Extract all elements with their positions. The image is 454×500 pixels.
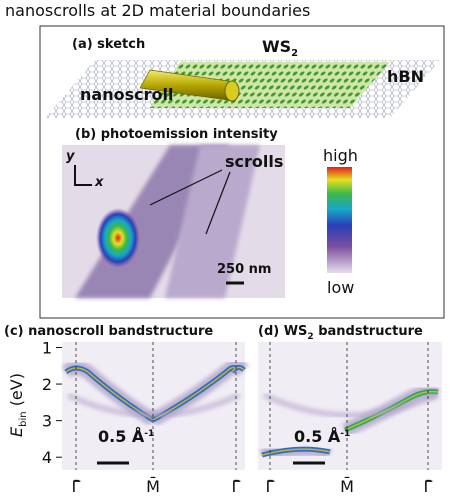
x-tick-label: M̄ <box>340 477 354 496</box>
scroll-band <box>165 145 260 298</box>
hbn-label: hBN <box>387 67 424 86</box>
x-tick-label: Γ̄ <box>266 477 275 496</box>
x-tick-label: Γ̄ <box>424 477 433 496</box>
colorbar <box>327 167 352 273</box>
scrolls-label: scrolls <box>225 152 283 171</box>
scale-bar-sup: -1 <box>340 429 350 439</box>
x-tick-label: Γ̄ <box>232 477 241 496</box>
band-core <box>261 448 331 456</box>
scale-bar-text: 0.5 Å <box>294 427 341 446</box>
scroll-end <box>224 80 240 102</box>
scale-bar-label: 0.5 Å-1 <box>294 427 350 446</box>
arrow <box>149 169 231 235</box>
axis-y: y <box>66 149 75 164</box>
band-core <box>152 366 245 421</box>
y-tick-label: 2 <box>42 375 52 394</box>
band-secondary <box>262 392 438 419</box>
scale-bar-text: 0.5 Å <box>98 427 145 446</box>
band-core <box>65 367 154 421</box>
y-axis-label: Ebin (eV) <box>7 373 29 437</box>
colorbar-high: high <box>323 146 358 165</box>
panel-label: (d) WS2 bandstructure <box>258 324 423 342</box>
scale-bar-sup: -1 <box>144 429 154 439</box>
axis-x: x <box>94 175 104 190</box>
frame <box>39 25 445 319</box>
y-tick-label: 4 <box>42 448 52 467</box>
x-tick-label: Γ̄ <box>72 477 81 496</box>
panel-label: (c) nanoscroll bandstructure <box>4 324 213 339</box>
ws2-label: WS2 <box>262 37 298 59</box>
scale-bar-label: 0.5 Å-1 <box>98 427 154 446</box>
panel-label: (a) sketch <box>72 37 145 52</box>
band-core <box>344 390 439 431</box>
nanoscroll-label: nanoscroll <box>80 85 173 104</box>
colorbar-low: low <box>327 278 354 297</box>
scroll <box>139 69 236 101</box>
panel-label: (b) photoemission intensity <box>75 127 278 142</box>
axes-arrow <box>74 165 92 186</box>
scale-bar-label: 250 nm <box>217 262 271 277</box>
figure-title: nanoscrolls at 2D material boundaries <box>5 1 310 20</box>
hotspot <box>96 208 140 268</box>
band-secondary <box>66 392 241 419</box>
x-tick-label: M̄ <box>146 477 160 496</box>
y-tick-label: 3 <box>42 412 52 431</box>
y-tick-label: 1 <box>42 338 52 357</box>
